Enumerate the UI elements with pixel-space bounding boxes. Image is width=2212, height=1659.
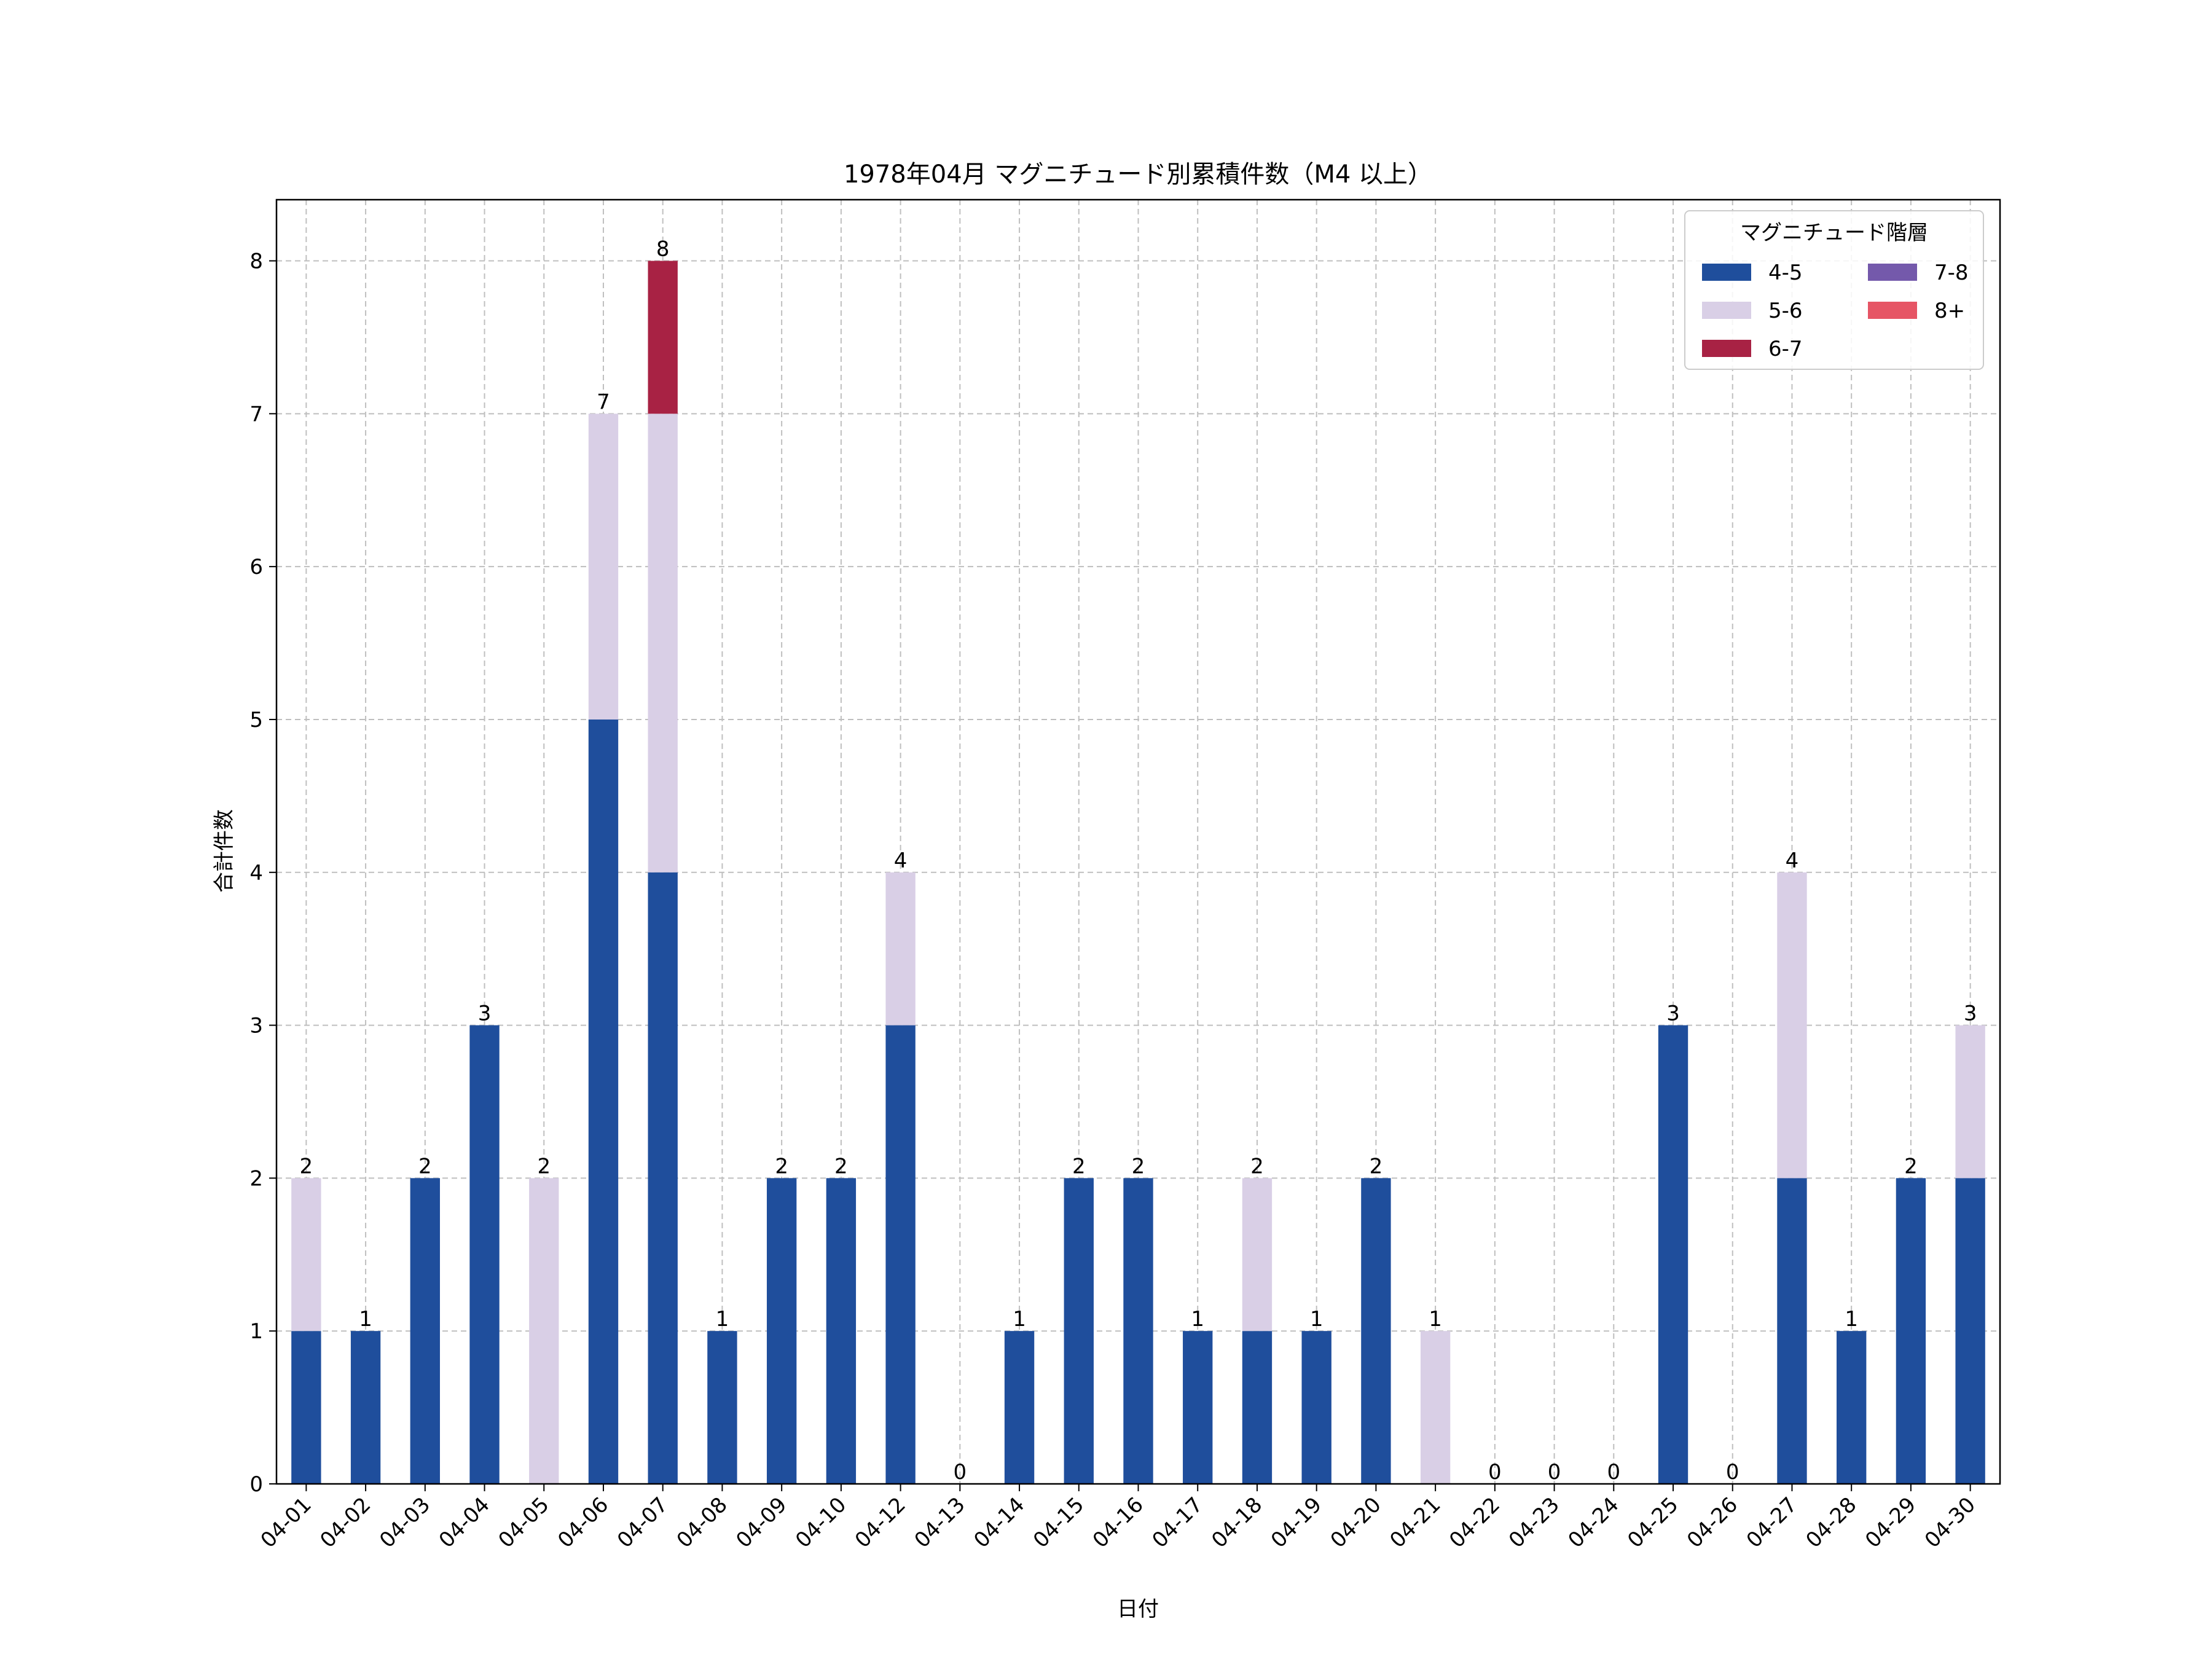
- bar-total-label: 2: [1250, 1154, 1264, 1179]
- bar-total-label: 3: [478, 1002, 492, 1026]
- legend-label: 5-6: [1768, 299, 1803, 323]
- bar-total-label: 1: [1845, 1307, 1858, 1332]
- bar-segment: [1004, 1331, 1035, 1484]
- bar-total-label: 2: [834, 1154, 848, 1179]
- bar-segment: [1361, 1178, 1391, 1484]
- bar-total-label: 1: [1013, 1307, 1026, 1332]
- y-tick-label: 7: [249, 402, 263, 426]
- legend-label: 4-5: [1768, 261, 1803, 285]
- bar-segment: [766, 1178, 797, 1484]
- y-axis: 0 1 2 3 4 5 6 7 8: [249, 249, 276, 1497]
- bar-segment: [885, 1025, 916, 1484]
- bar-segment: [648, 414, 678, 873]
- legend-swatch: [1868, 302, 1917, 319]
- legend-items: 4-5 5-6 6-7 7-8 8+: [1702, 261, 1969, 361]
- legend-box: [1684, 210, 1984, 370]
- bar-total-label: 7: [597, 390, 610, 414]
- bar-total-label: 0: [1726, 1460, 1739, 1484]
- legend-swatch: [1702, 302, 1751, 319]
- bar-segment: [648, 261, 678, 414]
- bar-segment: [469, 1025, 500, 1484]
- bar-total-label: 4: [1786, 849, 1799, 873]
- bar-segment: [826, 1178, 857, 1484]
- bar-segment: [1837, 1331, 1867, 1484]
- y-tick-label: 4: [249, 861, 263, 885]
- bar-segment: [1242, 1331, 1273, 1484]
- bar-segment: [1777, 1178, 1807, 1484]
- y-tick-label: 5: [249, 708, 263, 732]
- bar-segment: [1242, 1178, 1273, 1332]
- legend-title: マグニチュード階層: [1740, 221, 1928, 245]
- bar-total-label: 4: [894, 849, 908, 873]
- bar-segment: [1183, 1331, 1213, 1484]
- legend-label: 7-8: [1934, 261, 1969, 285]
- bar-segment: [1777, 872, 1807, 1179]
- y-tick-label: 8: [249, 249, 263, 274]
- y-tick-label: 6: [249, 555, 263, 579]
- y-axis-label: 合計件数: [212, 809, 237, 893]
- bar-segment: [588, 414, 619, 720]
- bar-total-label: 2: [537, 1154, 551, 1179]
- bar-total-label: 0: [954, 1460, 967, 1484]
- bar-total-label: 3: [1666, 1002, 1680, 1026]
- bar-total-label: 2: [1072, 1154, 1086, 1179]
- bar-segment: [1896, 1178, 1926, 1484]
- chart-title: 1978年04月 マグニチュード別累積件数（M4 以上）: [844, 160, 1432, 189]
- legend-swatch: [1868, 264, 1917, 281]
- bar-segment: [291, 1331, 321, 1484]
- bar-total-label: 0: [1607, 1460, 1620, 1484]
- bar-total-label: 1: [1310, 1307, 1324, 1332]
- x-axis-label: 日付: [1117, 1597, 1159, 1622]
- bar-total-label: 1: [359, 1307, 372, 1332]
- bar-total-label: 2: [300, 1154, 313, 1179]
- bar-total-label: 1: [1429, 1307, 1442, 1332]
- bar-total-label: 2: [418, 1154, 432, 1179]
- bar-segment: [885, 872, 916, 1026]
- bar-total-label: 1: [716, 1307, 729, 1332]
- bar-total-label: 1: [1191, 1307, 1204, 1332]
- bar-total-label: 3: [1964, 1002, 1977, 1026]
- bar-segment: [648, 872, 678, 1484]
- bars: [291, 261, 1985, 1484]
- bar-segment: [1064, 1178, 1094, 1484]
- bar-segment: [350, 1331, 381, 1484]
- bar-segment: [1955, 1178, 1985, 1484]
- bar-total-label: 0: [1548, 1460, 1561, 1484]
- bar-total-label: 8: [656, 237, 670, 262]
- y-tick-label: 1: [249, 1319, 263, 1344]
- bar-segment: [1420, 1331, 1451, 1484]
- legend-swatch: [1702, 340, 1751, 357]
- legend-label: 8+: [1934, 299, 1965, 323]
- y-tick-label: 0: [249, 1472, 263, 1497]
- bar-segment: [1658, 1025, 1688, 1484]
- bar-segment: [1301, 1331, 1332, 1484]
- bar-segment: [410, 1178, 440, 1484]
- bar-segment: [1955, 1025, 1985, 1179]
- bar-labels: 2 1 2 3 2 7 8 1 2 2 4 0 1 2 2 1 2 1 2 1 0 0 0 3 0 4 1 2 3: [300, 237, 1977, 1484]
- bar-total-label: 0: [1488, 1460, 1502, 1484]
- bar-total-label: 2: [1370, 1154, 1383, 1179]
- bar-total-label: 2: [1132, 1154, 1145, 1179]
- bar-total-label: 2: [775, 1154, 788, 1179]
- legend-swatch: [1702, 264, 1751, 281]
- bar-total-label: 2: [1904, 1154, 1918, 1179]
- legend-label: 6-7: [1768, 337, 1803, 361]
- bar-segment: [707, 1331, 737, 1484]
- bar-segment: [1123, 1178, 1153, 1484]
- y-tick-label: 3: [249, 1014, 263, 1038]
- bar-segment: [291, 1178, 321, 1332]
- bar-segment: [588, 719, 619, 1484]
- legend: マグニチュード階層 4-5 5-6 6-7 7-8 8+: [1684, 210, 1984, 370]
- y-tick-label: 2: [249, 1166, 263, 1191]
- bar-segment: [529, 1178, 559, 1484]
